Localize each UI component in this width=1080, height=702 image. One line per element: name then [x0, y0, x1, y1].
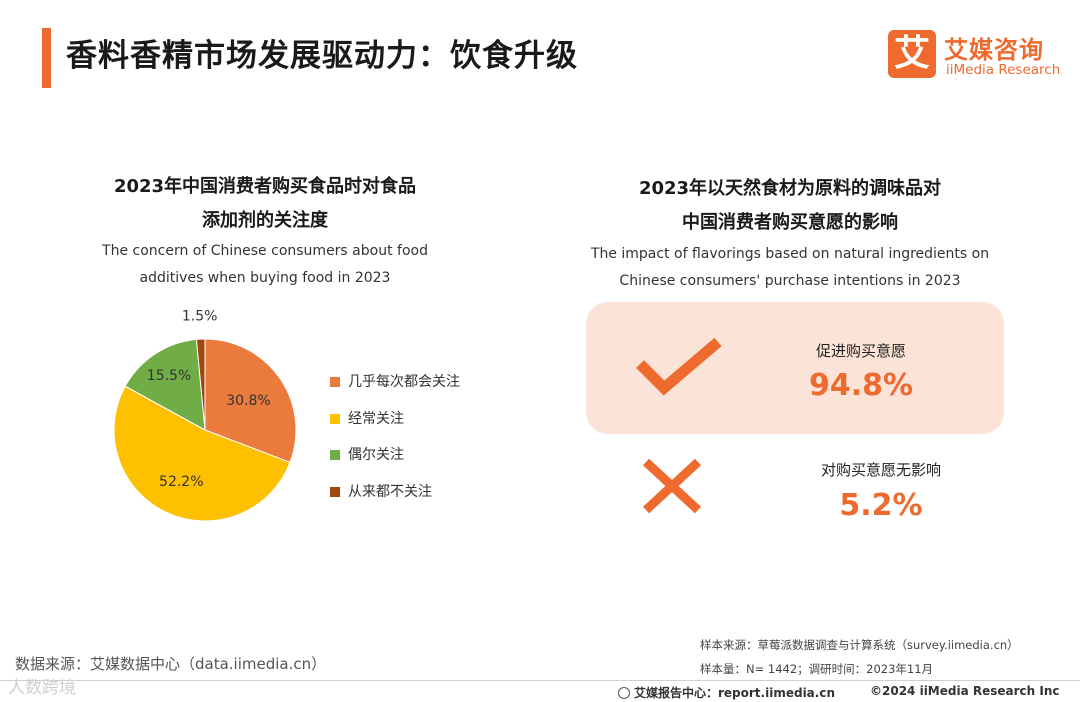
- legend-swatch: [330, 450, 340, 460]
- legend-item: 从来都不关注: [330, 481, 500, 503]
- report-center-text: 艾媒报告中心：report.iimedia.cn: [634, 686, 835, 700]
- left-chart-title-line1: 2023年中国消费者购买食品时对食品: [113, 176, 417, 197]
- promote-highlight-panel: [586, 302, 1004, 434]
- pie-slice: [124, 338, 206, 431]
- data-source-note: 数据来源：艾媒数据中心（data.iimedia.cn）: [15, 655, 327, 673]
- sample-size-note: 样本量：N= 1442；调研时间：2023年11月: [700, 662, 934, 676]
- legend-item: 几乎每次都会关注: [330, 371, 500, 393]
- promote-purchase-value: 94.8%: [808, 368, 914, 403]
- right-chart-subtitle: The impact of flavorings based on natura…: [540, 241, 1040, 295]
- legend-swatch: [330, 486, 340, 497]
- left-chart-subtitle-line1: The concern of Chinese consumers about f…: [102, 243, 428, 259]
- left-chart-title: 2023年中国消费者购买食品时对食品 添加剂的关注度: [40, 170, 490, 238]
- footer-divider: [0, 680, 1080, 681]
- pie-slice: [204, 338, 297, 464]
- left-chart-subtitle-line2: additives when buying food in 2023: [139, 270, 391, 286]
- logo-name-en: iiMedia Research: [946, 62, 1061, 78]
- watermark: 人数跨境: [8, 678, 76, 698]
- check-icon: [636, 337, 722, 396]
- logo-mark: 艾: [888, 30, 936, 78]
- right-chart-title-line1: 2023年以天然食材为原料的调味品对: [638, 178, 942, 199]
- legend-label: 偶尔关注: [348, 447, 404, 463]
- sample-source-note: 样本来源：草莓派数据调查与计算系统（survey.iimedia.cn）: [700, 638, 1019, 652]
- pie-slice-label: 1.5%: [182, 308, 218, 324]
- legend-item: 偶尔关注: [330, 444, 500, 466]
- legend-label: 几乎每次都会关注: [348, 374, 460, 390]
- legend-label: 从来都不关注: [348, 483, 432, 500]
- no-effect-label: 对购买意愿无影响: [820, 461, 941, 479]
- pie-slice: [113, 385, 291, 522]
- pie-legend: 几乎每次都会关注 经常关注偶尔关注从来都不关注: [330, 371, 500, 517]
- left-chart-title-line2: 添加剂的关注度: [202, 210, 328, 231]
- pie-slice-label: 15.5%: [147, 368, 191, 384]
- right-chart-title-line2: 中国消费者购买意愿的影响: [682, 212, 898, 233]
- report-center-link[interactable]: 艾媒报告中心：report.iimedia.cn: [618, 684, 835, 701]
- right-chart-subtitle-line2: Chinese consumers' purchase intentions i…: [619, 273, 961, 289]
- right-chart-subtitle-line1: The impact of flavorings based on natura…: [590, 246, 990, 262]
- legend-swatch: [330, 413, 340, 424]
- cross-icon: [642, 458, 702, 514]
- logo-name-cn: 艾媒咨询: [944, 36, 1044, 64]
- concern-pie-chart: 30.8% 52.2% 15.5% 1.5%: [113, 308, 297, 522]
- title-accent-bar: [42, 28, 51, 88]
- legend-label: 经常关注: [348, 410, 404, 427]
- legend-item: 经常关注: [330, 408, 500, 430]
- legend-swatch: [330, 377, 340, 387]
- left-chart-subtitle: The concern of Chinese consumers about f…: [40, 238, 490, 292]
- globe-icon: [618, 687, 630, 699]
- pie-slice: [195, 338, 206, 431]
- pie-slice-label: 30.8%: [226, 393, 270, 409]
- no-effect-value: 5.2%: [839, 488, 923, 523]
- company-logo: 艾 艾媒咨询 iiMedia Research: [888, 30, 1063, 82]
- right-chart-title: 2023年以天然食材为原料的调味品对 中国消费者购买意愿的影响: [540, 172, 1040, 240]
- pie-slice-label: 52.2%: [159, 474, 203, 490]
- copyright: ©2024 iiMedia Research Inc: [870, 684, 1060, 698]
- page-title: 香料香精市场发展驱动力：饮食升级: [66, 38, 578, 74]
- promote-purchase-label: 促进购买意愿: [815, 342, 906, 360]
